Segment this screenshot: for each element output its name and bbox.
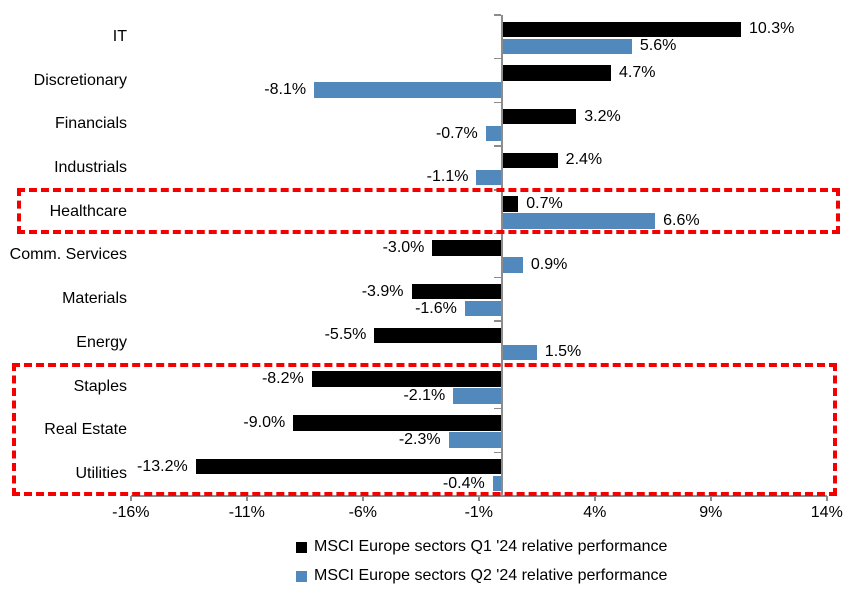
bar-series2-healthcare [502,213,656,229]
category-label-discretionary: Discretionary [33,71,127,89]
value-label-series1-materials: -3.9% [361,282,404,300]
value-label-series1-healthcare: 0.7% [526,195,563,213]
value-label-series2-utilities: -0.4% [442,474,485,492]
bar-series1-industrials [502,152,558,169]
category-label-comm-services: Comm. Services [9,246,127,264]
highlight-box-staples [12,362,837,496]
value-label-series2-financials: -0.7% [435,124,478,142]
bar-series2-real-estate [448,432,502,448]
bar-series2-energy [502,344,537,361]
value-label-series1-comm-services: -3.0% [382,238,425,256]
value-axis-tick [826,496,828,501]
value-label-series1-energy: -5.5% [324,326,367,344]
value-axis-tick [246,496,248,501]
bar-series1-staples [311,371,502,387]
value-label-series2-healthcare: 6.6% [663,212,700,230]
bar-series2-comm-services [502,257,523,273]
bar-series2-financials [485,125,502,142]
category-tick [494,145,501,147]
value-label-series1-discretionary: 4.7% [619,63,656,81]
bar-series1-it [502,21,741,37]
value-axis-line [130,495,827,497]
value-axis-tick-label: 9% [699,504,723,521]
value-label-series2-it: 5.6% [639,37,677,55]
bar-series1-discretionary [502,65,612,81]
bar-series2-industrials [476,169,502,186]
category-label-financials: Financials [54,115,127,133]
value-label-series1-real-estate: -9.0% [243,413,286,431]
category-label-real-estate: Real Estate [44,421,127,439]
bar-series1-healthcare [502,196,519,212]
category-tick [494,276,501,279]
category-tick [494,451,501,454]
value-axis-tick-label: -1% [464,504,494,521]
category-label-energy: Energy [76,333,127,351]
value-label-series2-discretionary: -8.1% [264,80,307,98]
category-label-industrials: Industrials [54,159,127,177]
bar-series1-utilities [195,458,502,475]
q2-series-swatch-icon [296,570,307,582]
category-tick [494,57,501,60]
value-axis-tick-label: -6% [348,504,378,521]
bar-series2-discretionary [314,82,502,98]
value-axis-tick [710,496,712,501]
bar-series1-real-estate [293,415,502,431]
category-tick [494,407,501,410]
value-label-series2-industrials: -1.1% [426,168,469,186]
value-label-series1-industrials: 2.4% [565,151,603,169]
value-label-series1-it: 10.3% [748,20,795,38]
bar-series2-staples [453,388,502,404]
legend-label-q2: MSCI Europe sectors Q2 '24 relative perf… [314,567,668,584]
value-label-series1-utilities: -13.2% [137,457,188,475]
value-label-series2-comm-services: 0.9% [530,255,568,273]
legend: MSCI Europe sectors Q1 '24 relative perf… [296,538,667,596]
bar-series2-utilities [492,475,502,492]
category-label-it: IT [112,27,127,45]
value-axis-tick [478,496,480,501]
value-label-series2-materials: -1.6% [415,299,457,317]
legend-item-q1: MSCI Europe sectors Q1 '24 relative perf… [296,538,667,556]
value-axis-tick [594,496,596,501]
value-label-series1-staples: -8.2% [261,370,304,388]
legend-label-q1: MSCI Europe sectors Q1 '24 relative perf… [314,538,668,555]
value-axis-tick [130,496,132,501]
value-label-series2-staples: -2.1% [403,387,446,405]
value-axis-tick-label: 14% [810,504,843,521]
bar-series2-it [502,38,632,54]
bar-series1-financials [502,108,577,125]
category-axis-line [501,15,503,496]
value-label-series1-financials: 3.2% [584,107,621,125]
value-label-series2-real-estate: -2.3% [398,430,441,448]
category-label-materials: Materials [62,290,127,308]
bar-series1-comm-services [432,240,502,256]
category-label-utilities: Utilities [75,465,127,483]
highlight-box-healthcare [17,187,840,234]
category-tick [494,14,501,16]
value-label-series2-energy: 1.5% [544,343,582,361]
value-axis-tick [362,496,364,501]
value-axis-tick-label: 4% [583,504,607,521]
bar-series2-materials [464,300,502,317]
legend-item-q2: MSCI Europe sectors Q2 '24 relative perf… [296,567,667,585]
category-tick [494,101,501,104]
value-axis-tick-label: -16% [112,504,150,521]
bar-series1-materials [411,283,502,300]
value-axis-tick-label: -11% [228,504,265,521]
bar-series1-energy [374,327,502,344]
category-label-staples: Staples [73,377,127,395]
q1-series-swatch-icon [296,541,307,553]
category-tick [494,320,501,322]
category-label-healthcare: Healthcare [49,202,127,220]
category-tick [494,232,501,235]
